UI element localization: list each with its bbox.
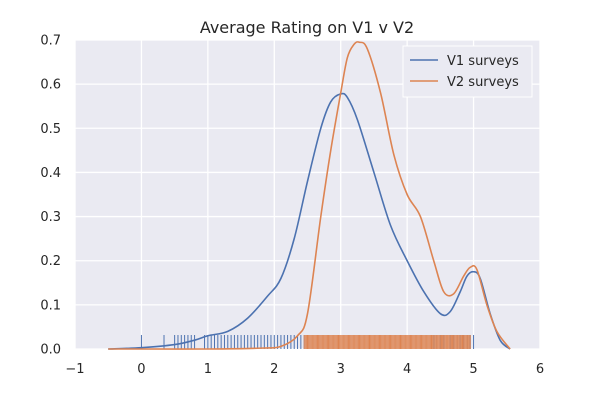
- legend-label: V1 surveys: [447, 54, 519, 69]
- x-tick-label: 3: [337, 362, 345, 377]
- chart-title: Average Rating on V1 v V2: [200, 18, 414, 37]
- x-tick-label: 4: [403, 362, 411, 377]
- rug-marks: [140, 335, 475, 349]
- legend: V1 surveys V2 surveys: [402, 45, 533, 98]
- y-tick-label: 0.1: [40, 298, 61, 313]
- x-tick-label: 0: [137, 362, 145, 377]
- x-tick-label: −1: [65, 362, 84, 377]
- y-tick-label: 0.5: [40, 122, 61, 137]
- density-lines: [108, 41, 511, 350]
- x-tick-label: 2: [270, 362, 278, 377]
- y-tick-label: 0.6: [40, 78, 61, 93]
- x-tick-label: 5: [469, 362, 477, 377]
- y-tick-label: 0.2: [40, 254, 61, 269]
- x-tick-label: 6: [536, 362, 544, 377]
- y-tick-label: 0.4: [40, 166, 61, 181]
- series-line-v2-surveys: [108, 41, 511, 350]
- y-axis-ticks: 0.0 0.1 0.2 0.3 0.4 0.5 0.6 0.7: [40, 34, 61, 358]
- y-tick-label: 0.0: [40, 343, 61, 358]
- x-axis-ticks: −1 0 1 2 3 4 5 6: [65, 362, 544, 377]
- legend-box: [402, 45, 533, 98]
- x-tick-label: 1: [204, 362, 212, 377]
- legend-label: V2 surveys: [447, 75, 519, 90]
- series-line-v1-surveys: [108, 92, 511, 350]
- y-tick-label: 0.3: [40, 210, 61, 225]
- y-tick-label: 0.7: [40, 34, 61, 49]
